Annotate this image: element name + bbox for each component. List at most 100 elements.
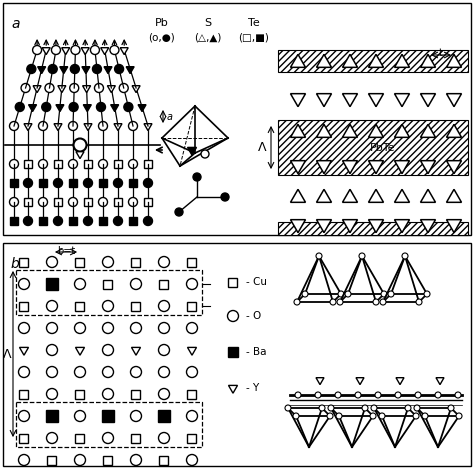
Bar: [131, 433, 140, 442]
Polygon shape: [420, 54, 436, 68]
Polygon shape: [75, 348, 84, 355]
Circle shape: [130, 279, 142, 289]
Polygon shape: [58, 86, 66, 92]
Polygon shape: [317, 124, 331, 137]
Circle shape: [402, 253, 408, 259]
Polygon shape: [368, 219, 383, 233]
Polygon shape: [84, 124, 92, 131]
Circle shape: [335, 392, 341, 398]
Polygon shape: [83, 105, 91, 112]
Circle shape: [316, 253, 322, 259]
Circle shape: [186, 410, 198, 422]
Polygon shape: [356, 378, 364, 385]
Bar: [103, 455, 112, 464]
Bar: [84, 160, 92, 168]
Polygon shape: [447, 94, 462, 106]
Polygon shape: [447, 54, 462, 68]
Circle shape: [413, 413, 419, 419]
Circle shape: [74, 366, 85, 378]
Circle shape: [42, 103, 51, 112]
Circle shape: [295, 392, 301, 398]
Circle shape: [102, 366, 113, 378]
Bar: [24, 198, 32, 206]
Circle shape: [38, 159, 47, 168]
Polygon shape: [420, 219, 436, 233]
Circle shape: [46, 323, 57, 333]
Polygon shape: [56, 105, 64, 112]
Circle shape: [144, 217, 153, 226]
Bar: [84, 198, 92, 206]
Circle shape: [74, 410, 85, 422]
Circle shape: [336, 413, 342, 419]
Circle shape: [186, 323, 198, 333]
Bar: [19, 389, 28, 399]
Bar: [159, 280, 168, 288]
Circle shape: [46, 388, 57, 400]
Circle shape: [371, 405, 377, 411]
Circle shape: [70, 83, 79, 92]
Circle shape: [158, 257, 170, 267]
Circle shape: [130, 454, 142, 466]
Circle shape: [110, 45, 119, 54]
Text: Λ: Λ: [2, 348, 11, 361]
Bar: [19, 257, 28, 266]
Bar: [188, 433, 197, 442]
Circle shape: [33, 45, 42, 54]
Circle shape: [359, 253, 365, 259]
Circle shape: [54, 217, 63, 226]
Circle shape: [415, 392, 421, 398]
Text: Λ: Λ: [257, 141, 266, 154]
Circle shape: [315, 392, 321, 398]
Circle shape: [285, 405, 291, 411]
Circle shape: [83, 179, 92, 188]
Circle shape: [158, 366, 170, 378]
Circle shape: [45, 83, 54, 92]
Circle shape: [46, 432, 57, 444]
Polygon shape: [394, 161, 410, 174]
Circle shape: [448, 405, 454, 411]
Circle shape: [355, 392, 361, 398]
Polygon shape: [447, 161, 462, 174]
Circle shape: [228, 310, 238, 322]
Bar: [103, 280, 112, 288]
Polygon shape: [228, 386, 237, 393]
Polygon shape: [316, 378, 324, 385]
Circle shape: [338, 291, 344, 297]
Circle shape: [319, 405, 325, 411]
Bar: [39, 217, 47, 225]
Bar: [99, 179, 107, 187]
Circle shape: [46, 301, 57, 311]
Bar: [278, 50, 468, 72]
Circle shape: [193, 173, 201, 181]
Circle shape: [18, 279, 29, 289]
Circle shape: [94, 83, 103, 92]
Polygon shape: [19, 348, 28, 355]
Bar: [46, 410, 58, 422]
Circle shape: [201, 150, 209, 158]
Text: (△,▲): (△,▲): [194, 32, 222, 42]
Circle shape: [362, 405, 368, 411]
Polygon shape: [368, 189, 383, 202]
Polygon shape: [436, 378, 444, 385]
Circle shape: [18, 323, 29, 333]
Polygon shape: [188, 348, 197, 355]
Bar: [129, 217, 137, 225]
Text: - Y: - Y: [246, 383, 259, 393]
Circle shape: [388, 291, 394, 297]
Circle shape: [46, 257, 57, 267]
Circle shape: [370, 413, 376, 419]
Bar: [75, 257, 84, 266]
Circle shape: [99, 159, 108, 168]
Circle shape: [113, 217, 122, 226]
Polygon shape: [447, 124, 462, 137]
Circle shape: [221, 193, 229, 201]
Polygon shape: [100, 48, 109, 54]
Text: S: S: [204, 18, 211, 28]
Circle shape: [293, 413, 299, 419]
Circle shape: [24, 179, 33, 188]
Text: - O: - O: [246, 311, 261, 321]
Polygon shape: [368, 124, 383, 137]
Circle shape: [302, 291, 308, 297]
Bar: [158, 410, 170, 422]
Polygon shape: [81, 48, 89, 54]
